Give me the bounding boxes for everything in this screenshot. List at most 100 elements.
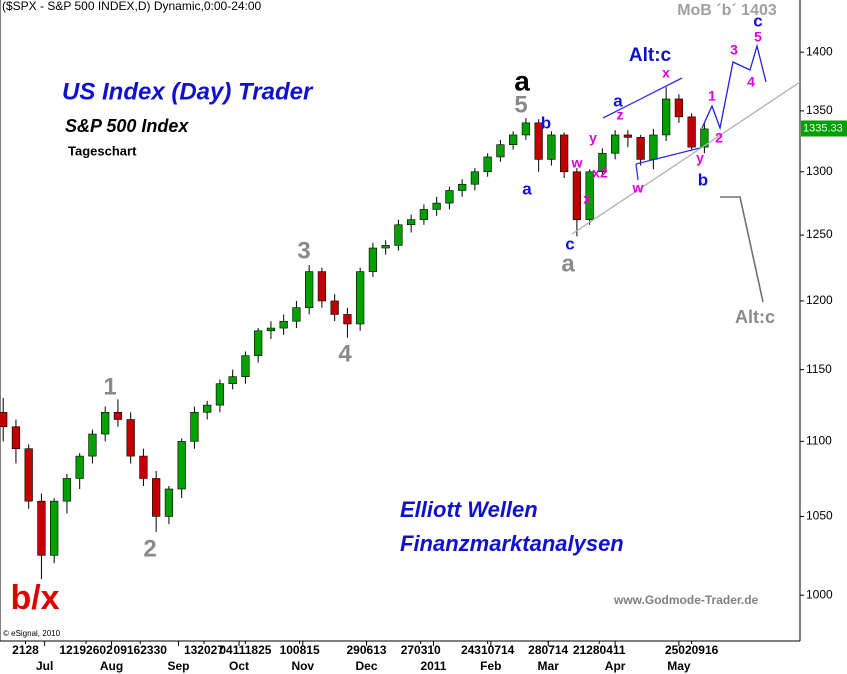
projection-line — [701, 43, 767, 131]
y-tick-label: 1300 — [806, 164, 833, 178]
wave-label: b/x — [10, 579, 59, 617]
wave-label: 1 — [708, 88, 716, 104]
candle-body — [190, 411, 199, 442]
wave-label: b — [541, 113, 551, 132]
candle-body — [636, 137, 645, 160]
candle-body — [509, 134, 518, 145]
candle-body — [113, 411, 123, 420]
x-month-label: May — [667, 659, 691, 673]
candle-body — [458, 183, 467, 191]
channel-line — [635, 147, 701, 165]
candle-body — [560, 134, 569, 173]
candle-body — [534, 122, 543, 160]
candle-body — [585, 171, 594, 220]
candle-body — [330, 300, 339, 315]
y-tick-label: 1000 — [806, 587, 833, 601]
candle-body — [317, 271, 327, 302]
candle-body — [445, 190, 454, 204]
wave-label: z — [617, 107, 624, 123]
wave-label: c — [753, 11, 762, 30]
website: www.Godmode-Trader.de — [613, 593, 759, 607]
x-day-label: 24310714 — [461, 643, 515, 657]
x-month-label: Jul — [36, 659, 53, 673]
candles — [0, 87, 709, 580]
y-tick-label: 1250 — [806, 227, 833, 241]
trend-line — [571, 81, 801, 235]
wave-label: 2 — [715, 130, 723, 146]
x-month-label: Dec — [356, 659, 378, 673]
x-month-label: Nov — [291, 659, 314, 673]
x-day-label: 270310 — [401, 643, 441, 657]
y-tick-label: 1100 — [806, 434, 832, 448]
x-month-label: Aug — [100, 659, 123, 673]
x-day-label: 09162330 — [114, 643, 168, 657]
x-month-label: Feb — [480, 659, 501, 673]
candle-body — [228, 376, 237, 385]
x-day-label: 25020916 — [665, 643, 719, 657]
x-month-label: Oct — [229, 659, 249, 673]
candle-body — [126, 419, 135, 457]
x-month-label: Apr — [605, 659, 626, 673]
candle-body — [623, 134, 633, 138]
x-month-label: 2011 — [420, 659, 446, 673]
subtitle: S&P 500 Index — [65, 116, 189, 136]
x-day-label: 280714 — [528, 643, 568, 657]
wave-label: x — [662, 65, 670, 81]
candle-body — [11, 426, 21, 450]
candle-body — [62, 478, 72, 502]
wave-label: c — [565, 234, 574, 253]
copyright: © eSignal, 2010 — [3, 629, 61, 638]
candle-body — [241, 355, 250, 377]
candle-body — [407, 219, 416, 226]
x-day-label: 2128 — [12, 643, 39, 657]
candle-body — [547, 134, 556, 160]
chart-title: ($SPX - S&P 500 INDEX,D) Dynamic,0:00-24… — [2, 0, 262, 13]
headline: US Index (Day) Trader — [62, 78, 314, 105]
wave-label: b — [698, 170, 708, 189]
candle-body — [381, 245, 390, 249]
candle-body — [394, 224, 403, 246]
brand-line: Elliott Wellen — [400, 497, 538, 522]
wave-label: 1 — [103, 373, 116, 400]
candle-body — [88, 433, 97, 457]
candle-body — [419, 209, 429, 220]
alt-projection-line — [720, 196, 764, 303]
period: Tageschart — [68, 143, 137, 158]
candle-body — [483, 156, 492, 173]
wave-label: y — [589, 130, 597, 146]
y-tick-label: 1050 — [806, 509, 833, 523]
y-tick-label: 1400 — [806, 44, 833, 58]
wave-label: w — [571, 155, 583, 171]
x-day-label: 290613 — [347, 643, 387, 657]
candle-body — [177, 441, 186, 490]
wave-label: 4 — [747, 74, 755, 90]
wave-label: a — [561, 250, 575, 277]
x-day-label: 12192602 — [59, 643, 113, 657]
wave-label: Alt:c — [735, 307, 775, 327]
candle-body — [343, 314, 352, 325]
x-month-label: Mar — [538, 659, 560, 673]
candle-body — [496, 144, 505, 158]
x-day-label: 132027 — [184, 643, 224, 657]
candle-body — [50, 500, 59, 556]
candle-body — [432, 202, 441, 210]
candle-body — [572, 171, 582, 220]
wave-label: a — [613, 91, 623, 110]
candle-body — [101, 411, 110, 435]
candle-body — [292, 307, 301, 322]
channel-line — [602, 77, 683, 119]
wave-label: Alt:c — [629, 45, 672, 66]
y-tick-label: 1350 — [806, 103, 833, 117]
candle-body — [139, 455, 148, 479]
candle-body — [521, 122, 531, 136]
wave-lines — [571, 43, 801, 303]
wave-label: a — [522, 179, 532, 198]
y-tick-label: 1150 — [806, 362, 832, 376]
channel-line — [635, 163, 639, 181]
wave-label: 2 — [143, 535, 156, 562]
candle-body — [649, 134, 658, 160]
wave-label: 5 — [754, 29, 762, 45]
candle-body — [470, 171, 480, 185]
